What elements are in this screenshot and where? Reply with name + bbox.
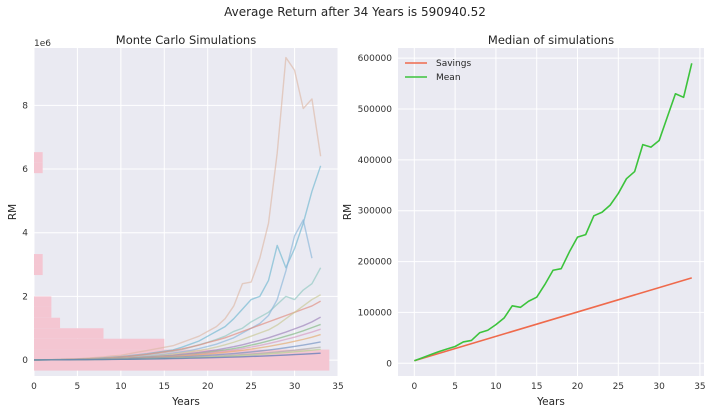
histogram-bar-2	[34, 328, 104, 339]
monte-carlo-title: Monte Carlo Simulations	[116, 33, 256, 47]
median-legend: Savings Mean	[405, 59, 471, 83]
median-xlabel: Years	[536, 396, 565, 408]
median-xtick-3: 15	[531, 382, 542, 392]
median-xtick-4: 20	[572, 382, 584, 392]
median-tick-labels: 0 5 10 15 20 25 30 35 0 100000 200000 300000 400000 5…	[358, 54, 706, 392]
median-xtick-1: 5	[452, 382, 458, 392]
median-ytick-0: 0	[386, 359, 392, 369]
monte-carlo-ytick-0: 0	[22, 356, 28, 366]
histogram-bar-9	[34, 152, 43, 163]
monte-carlo-ytick-4: 8	[22, 101, 28, 111]
median-xtick-2: 10	[490, 382, 502, 392]
median-plot-area	[398, 48, 704, 376]
histogram-bar-3	[34, 317, 61, 329]
simulation-line-13	[33, 352, 321, 361]
monte-carlo-xtick-3: 15	[159, 382, 170, 392]
median-chart: 0 5 10 15 20 25 30 35 0 100000 200000 300000 400000 5…	[342, 33, 706, 408]
monte-carlo-xtick-0: 0	[31, 382, 37, 392]
monte-carlo-ylabel: RM	[7, 204, 19, 220]
legend-label-mean: Mean	[436, 73, 461, 83]
median-title: Median of simulations	[488, 33, 614, 47]
monte-carlo-xtick-6: 30	[289, 382, 301, 392]
histogram-bar-6	[34, 264, 43, 276]
median-series-savings	[414, 277, 692, 362]
median-ylabel: RM	[342, 204, 354, 220]
monte-carlo-xtick-5: 25	[245, 382, 256, 392]
histogram-bar-5	[34, 296, 52, 307]
monte-carlo-offset-label: 1e6	[34, 39, 51, 49]
monte-carlo-tick-labels: 0 5 10 15 20 25 30 35 0 2 4 6 8	[22, 101, 343, 392]
monte-carlo-plot-area	[34, 48, 338, 376]
monte-carlo-ytick-1: 2	[22, 292, 28, 302]
median-ytick-4: 400000	[358, 156, 393, 166]
monte-carlo-xlabel: Years	[171, 396, 200, 408]
histogram-bar-8	[34, 162, 43, 174]
median-xtick-0: 0	[411, 382, 417, 392]
median-xtick-5: 25	[613, 382, 624, 392]
median-ytick-6: 600000	[358, 54, 393, 64]
histogram-bar-4	[34, 306, 52, 318]
median-gridlines	[398, 48, 704, 376]
median-ytick-1: 100000	[358, 308, 393, 318]
monte-carlo-ytick-3: 6	[22, 165, 28, 175]
median-ytick-3: 300000	[358, 207, 393, 217]
median-series-lines	[414, 63, 693, 362]
monte-carlo-chart: 0 5 10 15 20 25 30 35 0 2 4 6 8 Monte Carlo Simulati…	[7, 33, 344, 408]
median-xtick-7: 35	[694, 382, 705, 392]
monte-carlo-series-lines	[33, 56, 322, 361]
median-ytick-5: 500000	[358, 105, 393, 115]
histogram-bar-1	[34, 338, 165, 350]
median-ytick-2: 200000	[358, 258, 393, 268]
monte-carlo-xtick-4: 20	[202, 382, 214, 392]
monte-carlo-ytick-2: 4	[22, 229, 28, 239]
figure-suptitle: Average Return after 34 Years is 590940.…	[224, 5, 486, 19]
monte-carlo-xtick-2: 10	[115, 382, 127, 392]
median-xtick-6: 30	[653, 382, 665, 392]
median-series-mean	[414, 63, 693, 362]
legend-label-savings: Savings	[436, 59, 471, 69]
monte-carlo-xtick-1: 5	[75, 382, 81, 392]
histogram-bar-7	[34, 254, 43, 265]
monte-carlo-xtick-7: 35	[332, 382, 343, 392]
